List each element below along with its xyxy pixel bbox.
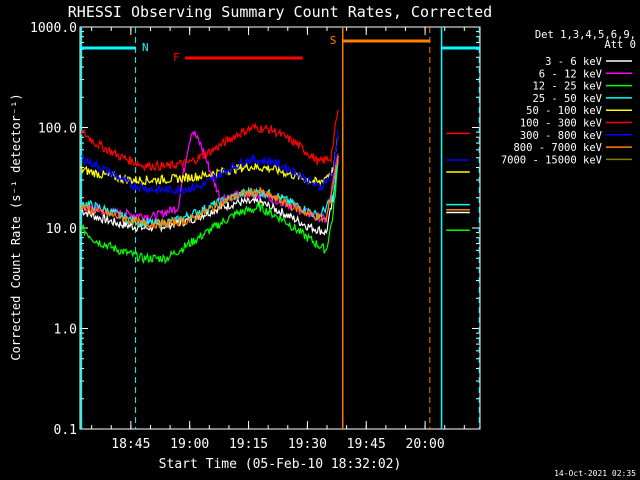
legend-header: Att 0	[604, 39, 636, 51]
y-tick-label: 100.0	[38, 122, 77, 137]
x-axis-label: Start Time (05-Feb-10 18:32:02)	[159, 457, 402, 472]
x-tick-label: 18:45	[111, 437, 150, 452]
plot-area: 0.1 1.0 10.0 100.0 1000.0 18:45 19:00 19:15 19:3…	[30, 21, 481, 452]
legend-label: 7000 - 15000 keV	[501, 154, 603, 166]
x-tick-label: 19:30	[288, 437, 327, 452]
legend-label: 50 - 100 keV	[526, 105, 603, 117]
legend-label: 300 - 800 keV	[520, 130, 603, 142]
legend-label: 100 - 300 keV	[520, 118, 603, 130]
y-tick-label: 1000.0	[30, 21, 77, 36]
series-line-6	[81, 129, 339, 195]
legend-label: 800 - 7000 keV	[513, 142, 602, 154]
x-tick-label: 20:00	[406, 437, 445, 452]
series-line-0	[81, 155, 339, 236]
series-line-5	[80, 109, 339, 172]
legend-label: 25 - 50 keV	[532, 93, 602, 105]
legend-label: 12 - 25 keV	[532, 81, 602, 93]
x-tick-label: 19:15	[229, 437, 268, 452]
legend-header: Det 1,3,4,5,6,9,	[535, 29, 636, 41]
flag-label: N	[142, 41, 149, 54]
chart-title: RHESSI Observing Summary Count Rates, Co…	[68, 3, 492, 21]
series-line-2	[80, 162, 339, 265]
y-tick-label: 1.0	[54, 323, 77, 338]
series-line-7	[80, 157, 339, 230]
flag-label: S	[330, 34, 337, 47]
y-tick-label: 10.0	[46, 222, 77, 237]
flag-label: F	[173, 51, 180, 64]
plot-timestamp: 14-Oct-2021 02:35	[554, 469, 636, 478]
y-axis-label: Corrected Count Rate (s⁻¹ detector⁻¹)	[9, 93, 23, 360]
x-tick-label: 19:45	[347, 437, 386, 452]
legend-label: 6 - 12 keV	[539, 68, 603, 80]
y-tick-label: 0.1	[54, 423, 77, 438]
legend-label: 3 - 6 keV	[545, 56, 603, 68]
x-tick-label: 19:00	[170, 437, 209, 452]
